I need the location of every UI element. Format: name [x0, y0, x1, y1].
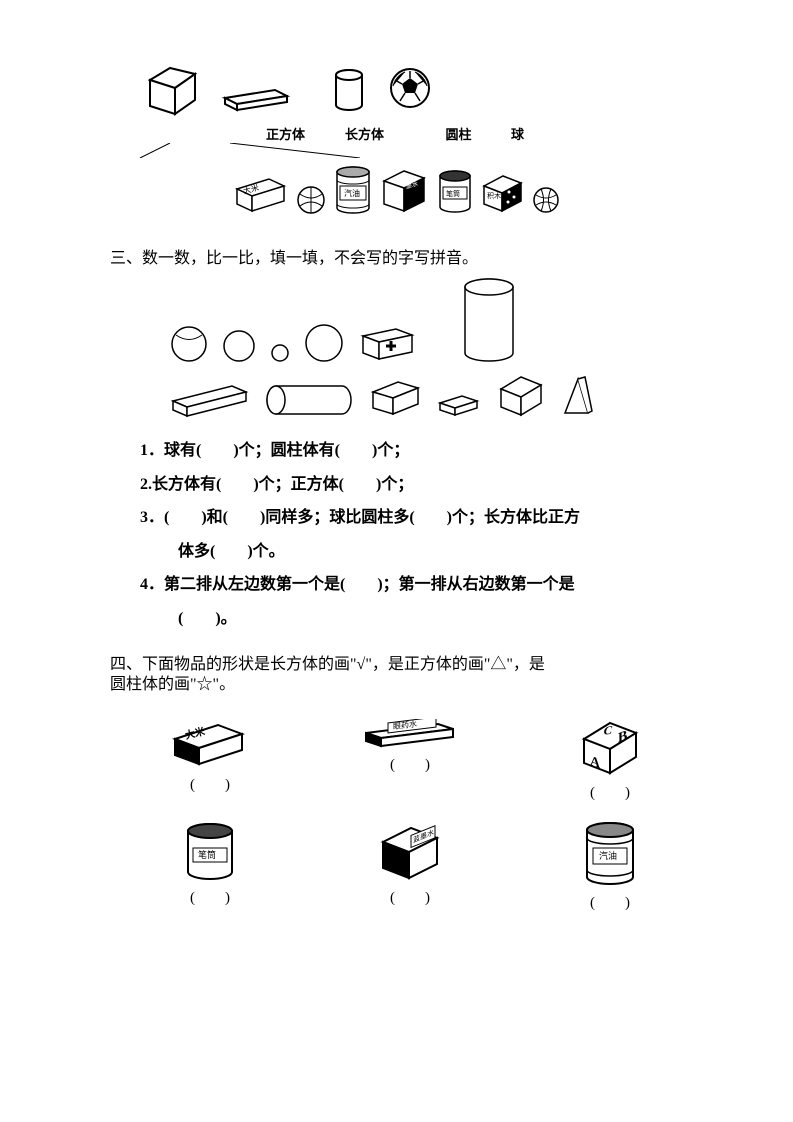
svg-text:笔筒: 笔筒 [446, 189, 460, 198]
q3-line-4b: ( )。 [178, 606, 237, 632]
svg-text:汽油: 汽油 [344, 188, 360, 198]
label-cylinder: 圆柱 [434, 124, 484, 143]
q3-line-2: 2.长方体有( )个；正方体( )个； [140, 472, 683, 498]
q2-lines [110, 143, 560, 158]
q3-row-1 [170, 278, 683, 363]
q3-line-1: 1．球有( )个；圆柱体有( )个； [140, 438, 683, 464]
q4-item-abc-cube: C A B ( ) [550, 719, 670, 802]
label-cube: 正方体 [256, 124, 316, 143]
q4-item-ink: 蓝墨水 ( ) [350, 822, 470, 912]
q4-items: 大米 ( ) 眼药水 ( ) C [150, 719, 683, 912]
svg-text:积木: 积木 [487, 191, 501, 200]
q3-line-4a: 4．第二排从左边数第一个是( )；第一排从右边数第一个是 [140, 572, 683, 598]
q3-title: 三、数一数，比一比，填一填，不会写的字写拼音。 [110, 244, 683, 268]
svg-text:A: A [590, 753, 601, 772]
svg-text:笔筒: 笔筒 [198, 849, 216, 860]
q3-shapes-container [170, 278, 683, 418]
q2-top-shapes [110, 60, 450, 120]
q2-reference-shapes: 正方体 长方体 圆柱 球 大米 [110, 60, 683, 214]
q4-item-eyedrops: 眼药水 ( ) [350, 719, 470, 802]
q4-item-penholder: 笔筒 ( ) [150, 822, 270, 912]
q3-line-3a: 3．( )和( )同样多；球比圆柱多( )个；长方体比正方 [140, 505, 683, 531]
q3-line-3b: 体多( )个。 [178, 539, 285, 565]
svg-text:汽油: 汽油 [599, 850, 617, 861]
label-sphere: 球 [498, 124, 538, 143]
q4-item-rice: 大米 ( ) [150, 719, 270, 802]
q3-row-2 [170, 373, 683, 418]
label-cuboid: 长方体 [330, 124, 400, 143]
q3-questions: 1．球有( )个；圆柱体有( )个； 2.长方体有( )个；正方体( )个； 3… [140, 438, 683, 632]
q4-item-oil: 汽油 ( ) [550, 822, 670, 912]
q2-objects-row: 大米 汽油 墨水 [110, 166, 683, 214]
